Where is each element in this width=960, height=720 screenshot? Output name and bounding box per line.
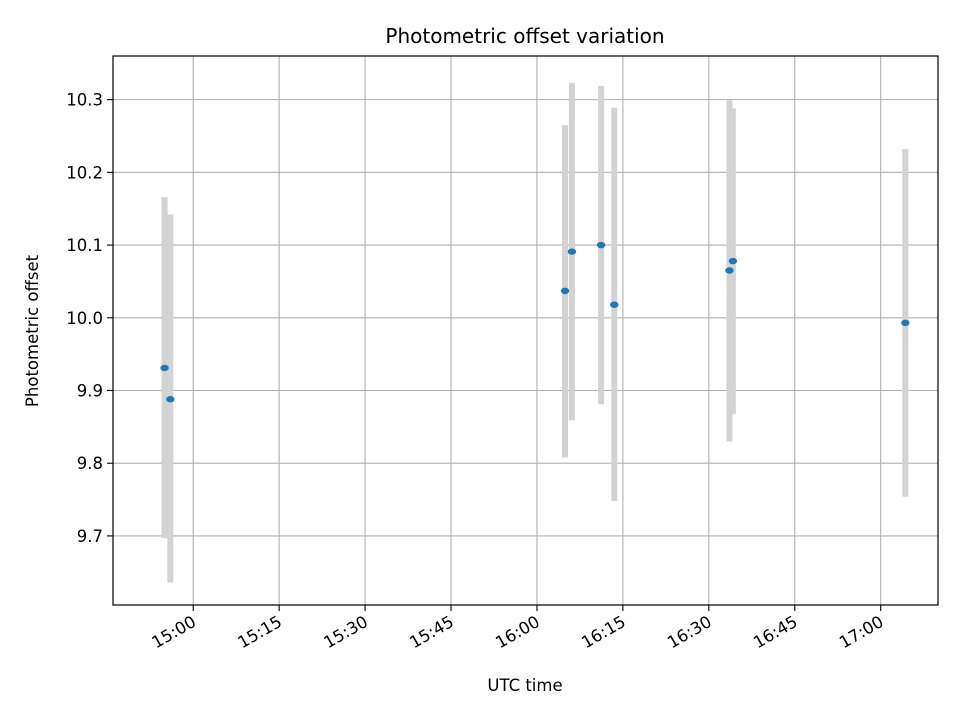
y-axis-ticks: 9.7 9.8 9.9 10.0 10.1 10.2 10.3 [66,91,113,546]
data-point [901,319,910,327]
y-tick-label: 10.0 [66,309,103,328]
x-axis-label: UTC time [487,676,562,695]
y-axis-label: Photometric offset [23,254,42,407]
chart-title: Photometric offset variation [385,24,664,48]
y-tick-label: 10.1 [66,236,103,255]
data-point [610,301,619,308]
data-point [166,396,175,403]
data-point [560,287,570,295]
grid [113,56,938,605]
y-tick-label: 9.9 [77,381,103,400]
data-point [567,248,577,255]
y-tick-label: 9.7 [77,527,103,546]
data-points [160,241,910,403]
data-point [160,364,169,372]
data-point [596,241,606,249]
data-point [725,267,734,274]
y-tick-label: 10.3 [66,91,103,110]
plot-frame [112,55,939,606]
data-point [728,257,738,265]
y-tick-label: 9.8 [77,454,103,473]
y-tick-label: 10.2 [66,163,103,182]
